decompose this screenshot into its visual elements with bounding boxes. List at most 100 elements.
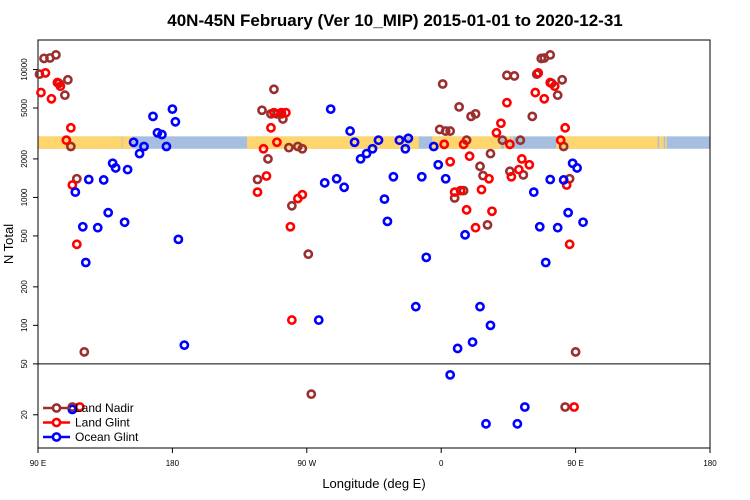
plot-frame xyxy=(37,39,711,449)
ocean-glint-point xyxy=(77,221,88,232)
land-glint-point xyxy=(496,118,506,129)
land-glint-point xyxy=(487,206,497,217)
x-axis-label: Longitude (deg E) xyxy=(322,476,425,491)
land-glint-point xyxy=(46,93,57,104)
y-tick-label: 2000 xyxy=(20,149,29,167)
land-glint-point xyxy=(539,93,550,104)
land-bar-segment xyxy=(665,136,667,149)
ocean-glint-point xyxy=(452,343,463,354)
ocean-glint-point xyxy=(345,126,356,136)
land-glint-point xyxy=(464,151,475,162)
land-glint-point xyxy=(530,87,541,98)
land-nadir-point xyxy=(297,143,308,154)
ocean-glint-point xyxy=(558,175,569,185)
land-glint-point xyxy=(491,127,502,138)
ocean-glint-point xyxy=(103,207,114,218)
land-nadir-point xyxy=(263,154,273,164)
land-nadir-point xyxy=(440,126,451,136)
land-glint-point xyxy=(504,139,515,150)
land-nadir-point xyxy=(59,90,70,101)
ocean-glint-point xyxy=(394,135,405,146)
land-nadir-point xyxy=(437,79,448,89)
land-bar-segment xyxy=(556,136,658,149)
land-glint-point xyxy=(484,173,494,184)
x-tick-label: 180 xyxy=(166,459,180,468)
ocean-glint-point xyxy=(128,137,139,148)
ocean-glint-point xyxy=(157,129,167,140)
ocean-glint-point xyxy=(361,148,372,159)
land-glint-point xyxy=(458,139,469,150)
ocean-glint-point xyxy=(467,337,478,347)
y-tick-label: 10000 xyxy=(20,58,29,81)
land-glint-point xyxy=(506,171,517,182)
x-tick-label: 90 E xyxy=(30,459,46,468)
land-nadir-point xyxy=(51,50,61,60)
ocean-glint-point xyxy=(122,164,133,175)
ocean-glint-point xyxy=(519,402,530,412)
land-nadir-point xyxy=(449,193,460,203)
land-nadir-point xyxy=(504,166,515,177)
land-glint-point xyxy=(258,143,269,154)
y-tick-label: 500 xyxy=(20,229,29,243)
ocean-glint-point xyxy=(433,159,444,170)
land-glint-point xyxy=(533,68,544,78)
ocean-glint-point xyxy=(563,207,574,218)
land-nadir-point xyxy=(482,219,493,230)
x-tick-label: 0 xyxy=(439,459,444,468)
land-glint-point xyxy=(65,122,76,133)
land-glint-point xyxy=(285,221,296,232)
ocean-glint-point xyxy=(331,173,342,184)
ocean-glint-point xyxy=(313,315,324,325)
ocean-glint-point xyxy=(339,182,350,193)
y-tick-label: 50 xyxy=(20,359,29,368)
ocean-glint-point xyxy=(110,163,121,173)
ocean-glint-point xyxy=(98,175,109,185)
land-nadir-point xyxy=(552,90,563,101)
land-nadir-point xyxy=(445,126,456,136)
ocean-glint-point xyxy=(440,173,451,184)
land-nadir-point xyxy=(306,389,317,400)
land-glint-point xyxy=(40,68,51,78)
ocean-glint-point xyxy=(400,143,411,154)
land-glint-point xyxy=(276,107,287,118)
ocean-glint-point xyxy=(445,369,456,380)
land-bar-segment xyxy=(118,136,121,149)
land-glint-point xyxy=(280,107,291,118)
ocean-glint-point xyxy=(475,301,485,312)
land-glint-point xyxy=(261,171,272,181)
y-tick-label: 200 xyxy=(20,280,29,294)
ocean-glint-point xyxy=(410,301,421,312)
land-nadir-point xyxy=(515,135,526,146)
land-nadir-point xyxy=(303,249,314,260)
land-nadir-point xyxy=(79,347,90,357)
land-glint-point xyxy=(286,315,297,325)
ocean-glint-point xyxy=(325,104,336,115)
land-nadir-point xyxy=(252,174,263,185)
ocean-glint-point xyxy=(416,171,427,182)
y-axis: 20 50 100 200 500 1000 2000 5000 10000 xyxy=(20,58,38,419)
ocean-glint-point xyxy=(349,137,360,148)
y-tick-label: 5000 xyxy=(20,99,29,117)
ocean-glint-point xyxy=(170,116,181,127)
x-tick-label: 180 xyxy=(703,459,717,468)
land-nadir-point xyxy=(560,402,571,412)
land-glint-point xyxy=(71,239,82,250)
land-glint-legend-marker xyxy=(51,417,62,428)
land-nadir-point xyxy=(509,71,520,81)
land-nadir-point xyxy=(283,142,294,153)
ocean-glint-point xyxy=(173,234,184,245)
ocean-glint-legend-label: Ocean Glint xyxy=(75,430,139,444)
ocean-glint-point xyxy=(367,143,378,154)
ocean-glint-point xyxy=(552,222,563,233)
ocean-glint-point xyxy=(540,257,551,268)
x-axis: 90 E 180 90 W 0 90 E 180 xyxy=(30,448,717,468)
land-glint-point xyxy=(455,185,466,196)
land-glint-legend-label: Land Glint xyxy=(75,416,130,430)
land-nadir-point xyxy=(65,141,76,152)
land-bar-segment xyxy=(117,136,119,149)
land-bar-segment xyxy=(122,136,124,149)
land-glint-point xyxy=(439,139,450,150)
land-nadir-point xyxy=(475,161,485,172)
land-nadir-point xyxy=(502,70,512,81)
ocean-glint-point xyxy=(428,141,439,152)
